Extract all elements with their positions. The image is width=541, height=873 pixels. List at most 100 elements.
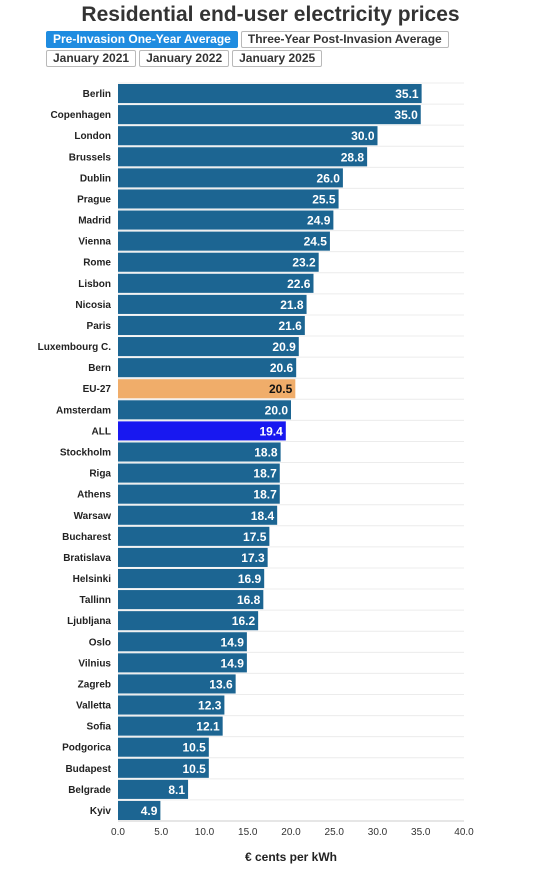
data-label: 16.2 [232,614,256,628]
category-label: Madrid [78,216,111,227]
x-tick-label: 30.0 [368,827,388,838]
category-label: Helsinki [73,574,112,585]
bar [118,463,280,483]
x-tick-label: 40.0 [454,827,474,838]
x-tick-label: 10.0 [195,827,215,838]
bar [118,400,291,420]
data-label: 25.5 [312,192,336,206]
bar [118,252,319,272]
category-label: Amsterdam [56,405,111,416]
bar [118,379,296,399]
bar [118,653,247,673]
tab-january-2025[interactable]: January 2025 [232,50,323,67]
data-label: 35.1 [395,87,419,101]
tab-post-invasion-average[interactable]: Three-Year Post-Invasion Average [240,31,449,48]
category-label: Sofia [87,722,112,733]
x-tick-label: 20.0 [281,827,301,838]
data-label: 4.9 [141,804,158,818]
category-label: Bern [88,363,111,374]
category-label: Bucharest [62,532,112,543]
data-label: 14.9 [221,656,245,670]
bar [118,800,161,820]
bar [118,189,339,209]
category-label: Paris [87,321,112,332]
data-label: 21.8 [280,298,304,312]
data-label: 19.4 [259,424,283,438]
bar [118,294,307,314]
data-label: 13.6 [209,677,233,691]
bar [118,484,280,504]
category-label: Ljubljana [67,616,111,627]
bar [118,442,281,462]
data-label: 18.8 [254,446,278,460]
x-tick-label: 15.0 [238,827,258,838]
data-label: 23.2 [292,256,316,270]
bar [118,547,268,567]
bar [118,210,334,230]
data-label: 24.5 [304,235,328,249]
bar [118,526,270,546]
bar [118,273,314,293]
category-label: Nicosia [75,300,111,311]
category-label: Bratislava [63,553,111,564]
category-label: EU-27 [83,384,112,395]
bar [118,421,286,441]
data-label: 24.9 [307,214,331,228]
data-label: 20.9 [272,340,296,354]
tab-january-2021[interactable]: January 2021 [46,50,137,67]
bar [118,632,247,652]
bar [118,758,209,778]
category-label: Rome [83,258,111,269]
bar [118,568,265,589]
x-axis-title: € cents per kWh [244,850,338,864]
category-label: Valletta [76,701,111,712]
bar [118,105,421,125]
category-label: Oslo [89,637,111,648]
category-label: Vilnius [78,658,111,669]
category-label: Lisbon [78,279,111,290]
tab-row-averages: Pre-Invasion One-Year Average Three-Year… [46,31,449,48]
bar [118,590,264,610]
category-label: Dublin [80,173,111,184]
category-label: Stockholm [60,448,111,459]
tab-january-2022[interactable]: January 2022 [139,50,230,67]
data-label: 20.5 [269,382,293,396]
category-label: Podgorica [62,743,111,754]
data-label: 20.0 [265,403,289,417]
bar [118,695,225,715]
data-label: 21.6 [278,319,302,333]
category-label: Belgrade [68,785,111,796]
category-label: Zagreb [78,679,111,690]
bar [118,716,223,736]
data-label: 16.8 [237,593,261,607]
data-label: 10.5 [182,762,206,776]
category-label: Budapest [65,764,111,775]
bar [118,358,297,378]
data-label: 30.0 [351,129,375,143]
data-label: 18.7 [253,467,277,481]
data-label: 22.6 [287,277,311,291]
category-label: Kyiv [90,806,112,817]
data-label: 16.9 [238,572,262,586]
category-label: Vienna [78,237,111,248]
category-label: Luxembourg C. [38,342,112,353]
data-label: 17.5 [243,530,267,544]
chart-title: Residential end-user electricity prices [81,3,460,26]
tab-pre-invasion-average[interactable]: Pre-Invasion One-Year Average [46,31,238,48]
x-tick-label: 25.0 [325,827,345,838]
data-label: 35.0 [394,108,418,122]
bar [118,737,209,757]
data-label: 26.0 [317,171,341,185]
bar [118,126,378,146]
category-label: Brussels [69,152,112,163]
category-label: Berlin [83,89,111,100]
data-label: 20.6 [270,361,294,375]
data-label: 18.4 [251,509,275,523]
tab-row-dates: January 2021 January 2022 January 2025 [46,50,323,67]
bar [118,505,278,525]
x-tick-label: 0.0 [111,827,125,838]
category-label: Tallinn [80,595,111,606]
data-label: 12.1 [196,720,220,734]
data-label: 17.3 [241,551,265,565]
